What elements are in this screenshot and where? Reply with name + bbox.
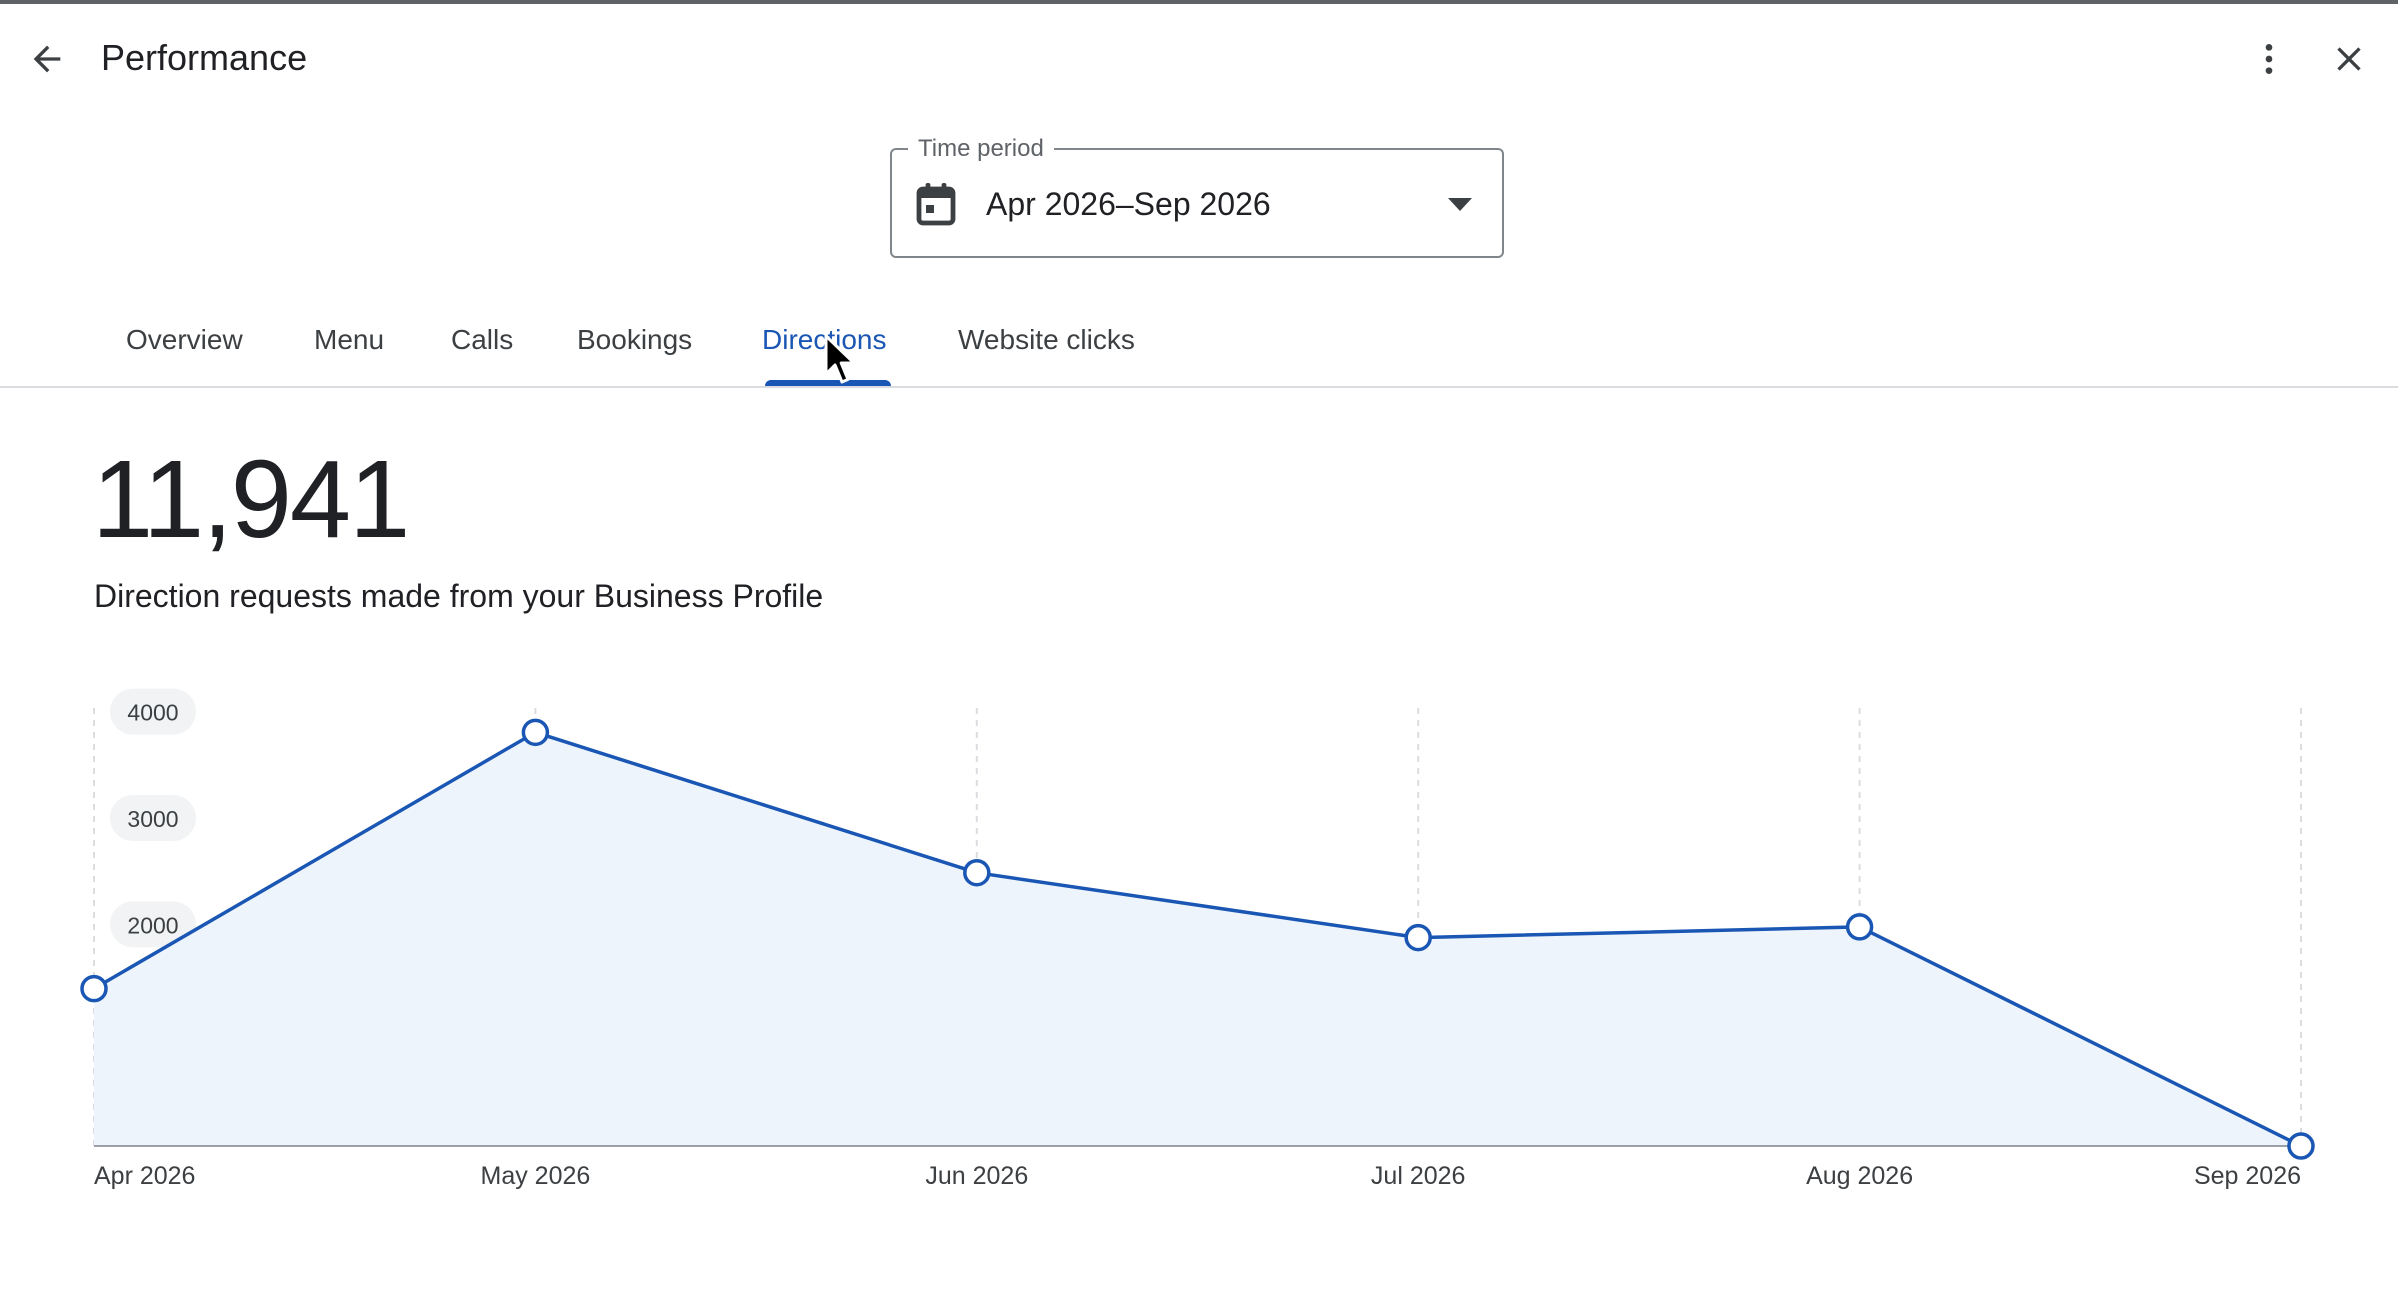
tab-overview[interactable]: Overview [126, 324, 243, 355]
tab-bookings[interactable]: Bookings [577, 324, 693, 355]
tab-menu[interactable]: Menu [314, 324, 385, 355]
page-title: Performance [101, 37, 308, 78]
area-fill [94, 732, 2301, 1146]
time-period-value: Apr 2026–Sep 2026 [986, 186, 1271, 222]
x-tick-label: Apr 2026 [94, 1162, 195, 1190]
more-options-button[interactable] [2238, 28, 2300, 90]
y-tick-label: 3000 [127, 806, 178, 832]
y-tick-pill [110, 688, 196, 735]
data-point[interactable] [1845, 913, 1874, 941]
data-point[interactable] [521, 718, 550, 747]
back-button[interactable] [16, 28, 78, 90]
close-icon [2337, 47, 2361, 71]
series-line [93, 730, 2302, 1148]
time-period-label: Time period [908, 134, 1054, 164]
data-point[interactable] [80, 974, 108, 1003]
x-tick-label: Jul 2026 [1371, 1162, 1466, 1190]
chart-points [80, 718, 2315, 1160]
metric-description: Direction requests made from your Busine… [94, 578, 824, 614]
x-tick-label: May 2026 [481, 1162, 591, 1190]
tabs-divider [0, 386, 2398, 388]
x-axis: Apr 2026 May 2026 Jun 2026 Jul 2026 Aug 2026… [94, 1162, 2301, 1190]
total-directions-count: 11,941 [92, 438, 410, 561]
y-tick-pill [110, 794, 196, 841]
data-point[interactable] [2287, 1132, 2315, 1160]
y-tick-label: 2000 [127, 912, 178, 938]
time-period-select[interactable]: Time period Apr 2026–Sep 2026 [890, 134, 1504, 258]
data-point[interactable] [1404, 923, 1432, 952]
y-tick-label: 4000 [127, 700, 178, 726]
x-tick-label: Jun 2026 [925, 1162, 1028, 1190]
tab-website-clicks[interactable]: Website clicks [958, 324, 1135, 355]
calendar-icon [916, 183, 956, 226]
close-button[interactable] [2318, 28, 2380, 90]
more-vert-icon [2265, 44, 2273, 74]
window-top-border [0, 0, 2398, 4]
x-tick-label: Sep 2026 [2194, 1162, 2301, 1190]
dropdown-arrow-icon [1448, 198, 1472, 211]
tab-directions[interactable]: Directions [762, 324, 887, 355]
tab-calls[interactable]: Calls [451, 324, 514, 355]
data-point[interactable] [963, 858, 991, 887]
chart-area [93, 730, 2302, 1148]
y-tick-pill [110, 901, 196, 948]
x-tick-label: Aug 2026 [1806, 1162, 1913, 1190]
tab-bar: Overview Menu Calls Bookings Directions … [0, 300, 2398, 388]
arrow-back-icon [33, 45, 61, 73]
